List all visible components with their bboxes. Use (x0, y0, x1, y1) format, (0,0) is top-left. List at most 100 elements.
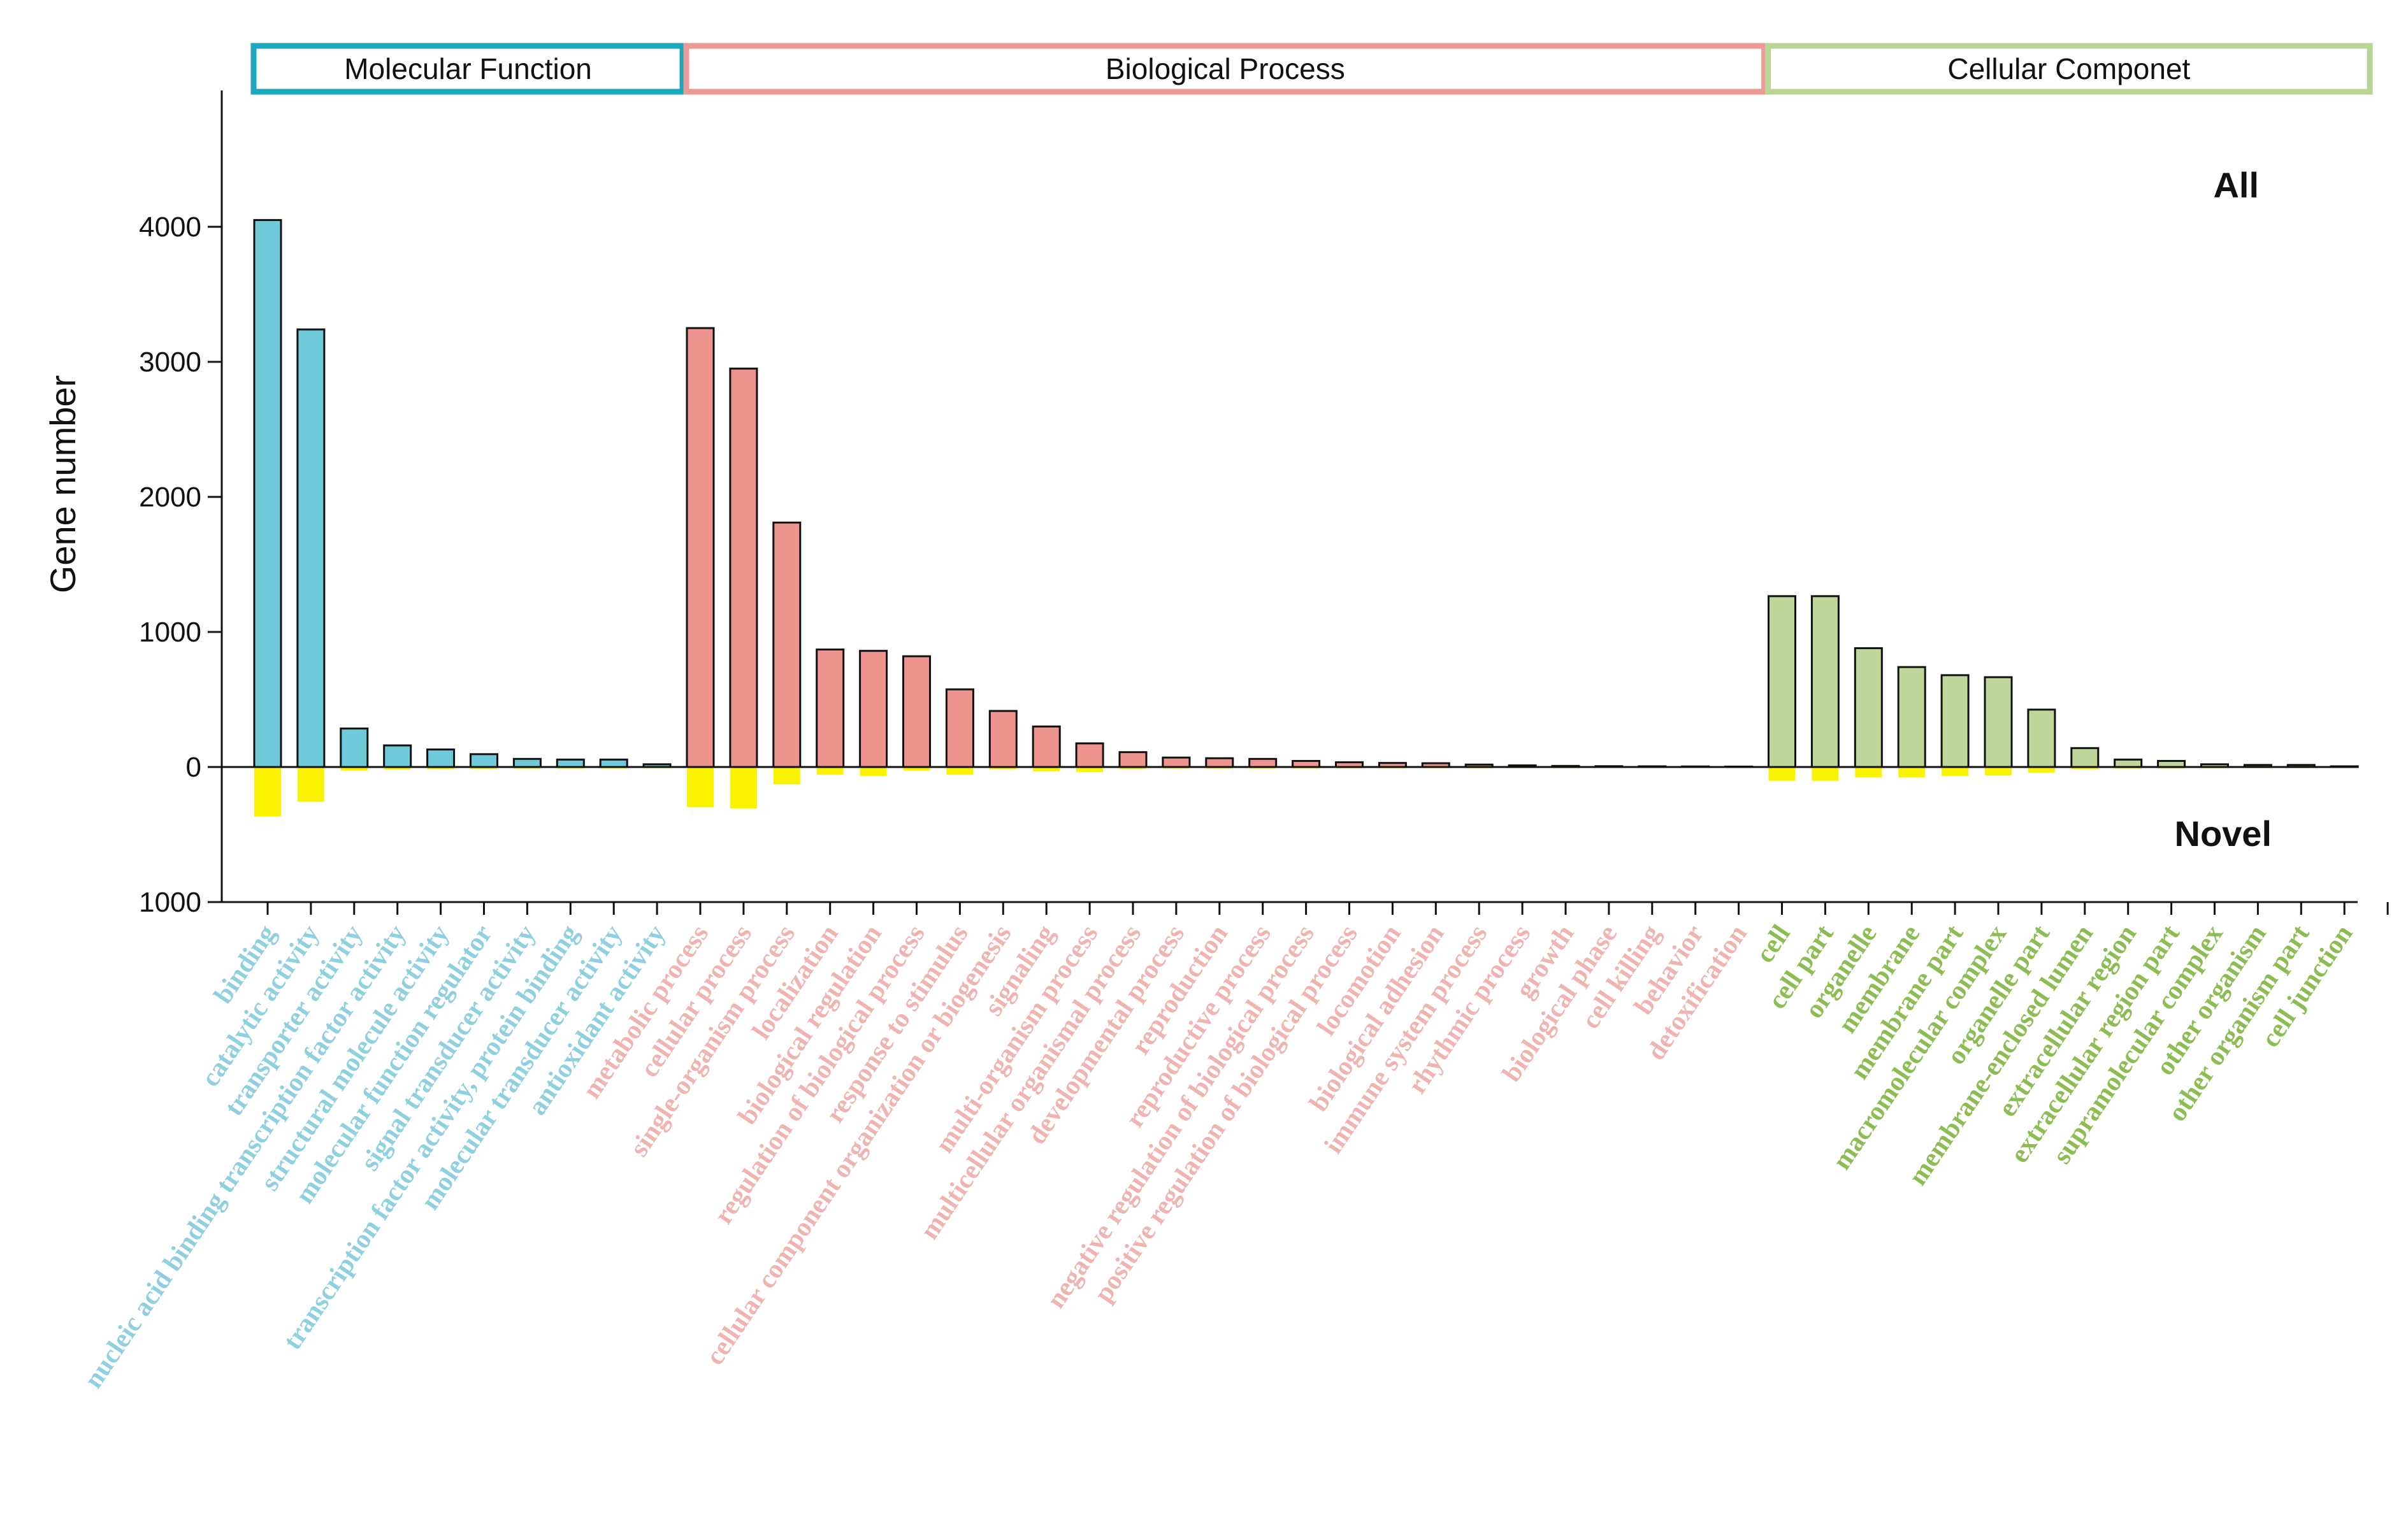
bar-all-46 (2200, 763, 2229, 768)
bar-all-18 (988, 710, 1018, 768)
bar-novel-5 (427, 768, 454, 770)
y-ticks: 0 1000 2000 3000 4000 1000 (139, 211, 222, 918)
y-tick-label: 1000 (139, 887, 201, 918)
bar-all-37 (1810, 595, 1840, 768)
bar-all-25 (1292, 759, 1321, 768)
bar-all-41 (1984, 676, 2013, 768)
bars-all (253, 219, 2359, 768)
bar-all-27 (1378, 762, 1407, 768)
bar-all-16 (902, 655, 931, 768)
bar-all-13 (772, 521, 802, 768)
bar-all-15 (859, 650, 888, 768)
bar-novel-17 (946, 768, 974, 775)
bar-novel-3 (340, 768, 368, 771)
bar-all-42 (2027, 708, 2056, 768)
bar-all-44 (2114, 758, 2143, 768)
bar-novel-1 (254, 768, 281, 817)
bar-all-47 (2243, 764, 2272, 768)
y-tick-label: 4000 (139, 211, 201, 243)
bar-all-2 (296, 328, 326, 768)
bar-all-23 (1205, 757, 1234, 768)
bar-all-49 (2330, 765, 2359, 768)
bar-novel-38 (1855, 768, 1882, 778)
group-headers: Molecular Function Biological Process Cell… (250, 43, 2373, 95)
bars-novel (254, 768, 2315, 817)
group-label-bp: Biological Process (1106, 52, 1345, 85)
bar-all-33 (1638, 765, 1667, 768)
bar-novel-2 (297, 768, 324, 802)
bar-all-21 (1118, 751, 1148, 768)
bar-novel-21 (1120, 768, 1146, 770)
bar-novel-41 (1985, 768, 2012, 776)
bar-novel-42 (2028, 768, 2055, 773)
bar-novel-23 (1206, 768, 1233, 769)
bar-novel-7 (514, 768, 541, 769)
group-label-cc: Cellular Componet (1947, 52, 2190, 85)
bar-all-14 (816, 649, 845, 768)
group-label-mf: Molecular Function (344, 52, 592, 85)
bar-all-1 (253, 219, 282, 768)
bar-all-8 (556, 758, 585, 768)
bar-novel-22 (1162, 768, 1190, 769)
bar-all-10 (642, 763, 672, 768)
bar-all-39 (1897, 666, 1926, 768)
bar-all-29 (1464, 763, 1494, 768)
bar-novel-20 (1076, 768, 1104, 772)
bar-all-48 (2286, 764, 2316, 768)
bar-novel-9 (600, 768, 628, 769)
bar-novel-24 (1249, 768, 1276, 769)
bar-all-31 (1551, 764, 1580, 768)
x-ticks (266, 902, 2389, 915)
bar-novel-36 (1768, 768, 1796, 781)
bar-all-4 (383, 744, 412, 768)
y-tick-label: 2000 (139, 482, 201, 513)
bar-novel-4 (384, 768, 411, 770)
bar-all-3 (340, 728, 369, 768)
bar-all-6 (470, 753, 498, 768)
bar-novel-15 (860, 768, 887, 777)
bar-novel-26 (1336, 768, 1363, 769)
bar-novel-16 (903, 768, 930, 771)
bar-all-5 (426, 748, 456, 768)
bar-all-28 (1421, 762, 1450, 768)
bar-all-45 (2157, 759, 2186, 768)
bar-all-26 (1335, 761, 1364, 768)
bar-all-24 (1248, 757, 1278, 768)
bar-novel-12 (730, 768, 757, 809)
bar-all-38 (1854, 647, 1883, 768)
y-axis: Gene number (43, 90, 2358, 903)
y-tick-label: 1000 (139, 617, 201, 648)
bar-novel-43 (2071, 768, 2098, 770)
bar-all-36 (1768, 595, 1796, 768)
bar-all-22 (1162, 756, 1191, 768)
group-box-mf (250, 43, 686, 95)
bar-novel-14 (816, 768, 844, 775)
bar-novel-27 (1379, 768, 1406, 769)
bar-all-20 (1075, 742, 1104, 768)
bar-novel-6 (470, 768, 498, 770)
bar-all-35 (1724, 765, 1754, 768)
bar-novel-39 (1898, 768, 1926, 778)
bar-novel-8 (557, 768, 584, 769)
bar-all-43 (2070, 747, 2100, 768)
bar-novel-13 (773, 768, 800, 784)
bar-all-17 (945, 688, 974, 768)
bar-novel-25 (1292, 768, 1320, 769)
bar-all-34 (1681, 765, 1710, 768)
y-tick-label: 3000 (139, 347, 201, 378)
y-tick-label: 0 (186, 752, 201, 783)
bar-all-40 (1940, 674, 1970, 768)
bar-novel-19 (1033, 768, 1060, 771)
bar-novel-18 (990, 768, 1017, 770)
group-box-cc (1765, 43, 2373, 95)
bar-novel-11 (687, 768, 714, 807)
bar-all-11 (686, 327, 715, 768)
bar-all-32 (1594, 765, 1624, 768)
bar-all-19 (1032, 725, 1061, 768)
bar-all-9 (599, 758, 628, 768)
y-axis-title: Gene number (43, 375, 83, 593)
bar-novel-44 (2114, 768, 2142, 769)
bar-novel-40 (1942, 768, 1969, 777)
